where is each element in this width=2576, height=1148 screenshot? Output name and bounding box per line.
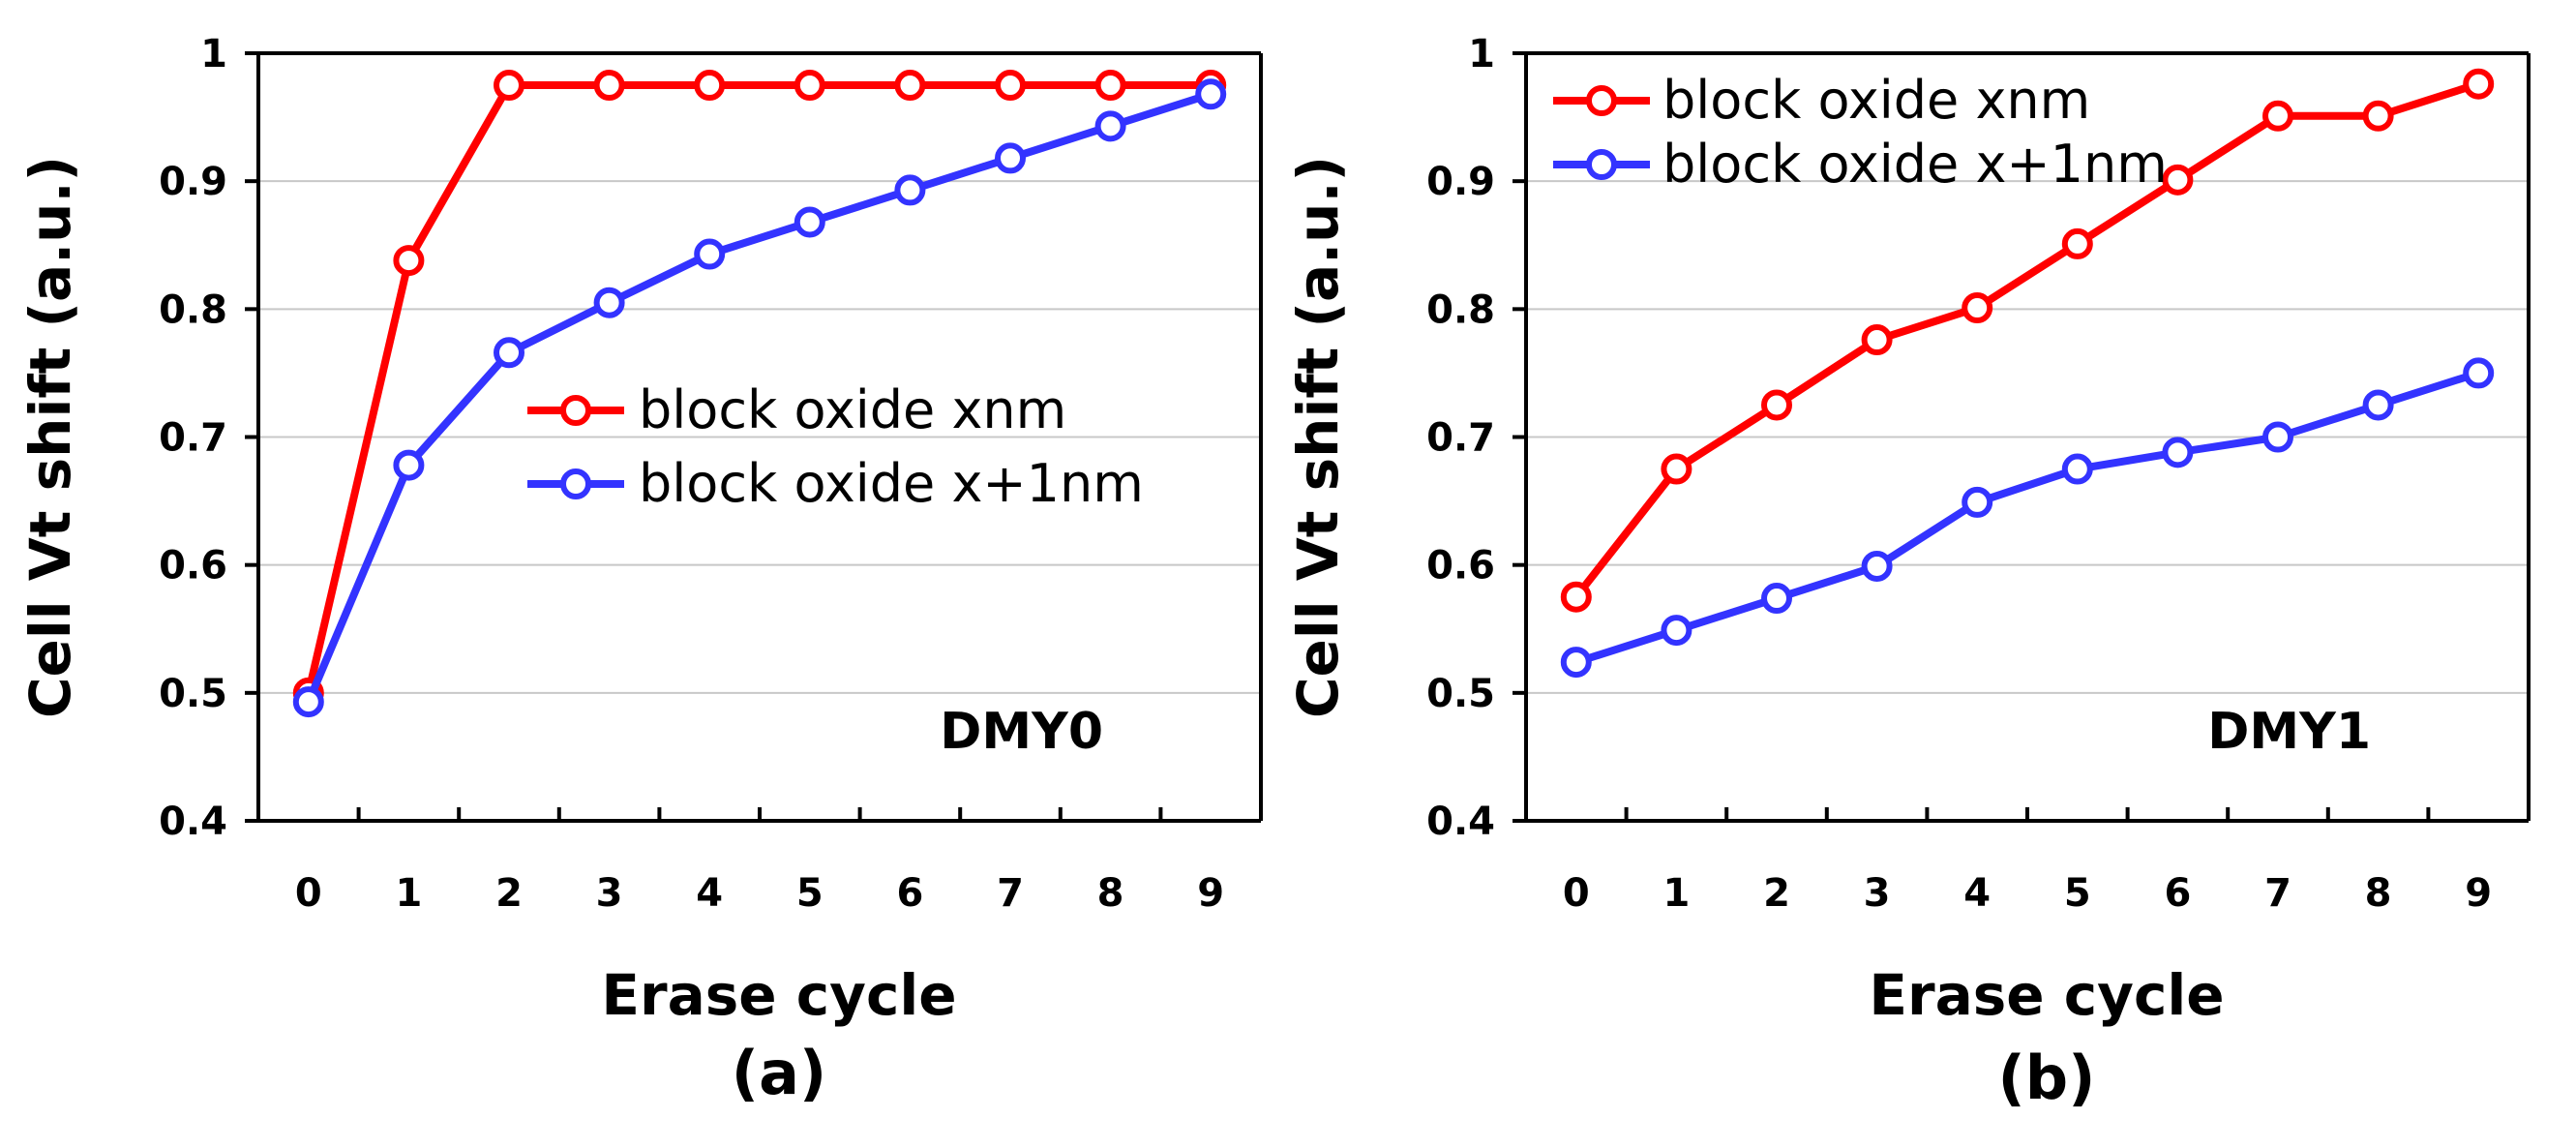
x-tick-label: 9 (2465, 871, 2492, 916)
data-point (694, 70, 726, 102)
data-point (1661, 453, 1692, 485)
legend-entry: block oxide x+1nm (1662, 134, 2168, 195)
series-line-xnm (304, 81, 1212, 694)
data-point (2061, 453, 2093, 485)
y-tick-label: 0.9 (1426, 160, 1495, 204)
x-tick-label: 3 (596, 871, 623, 916)
legend-marker (560, 468, 591, 499)
legend-entry: block oxide xnm (639, 379, 1066, 440)
data-point (1661, 615, 1692, 647)
data-point (393, 245, 425, 277)
x-tick-label: 4 (1963, 871, 1991, 916)
x-tick-label: 7 (997, 871, 1024, 916)
x-tick-label: 6 (2164, 871, 2191, 916)
data-point (2162, 164, 2194, 196)
data-point (2061, 227, 2093, 259)
y-tick-label: 1 (200, 32, 227, 76)
data-point (1761, 389, 1792, 421)
y-tick-label: 0.8 (1426, 287, 1495, 332)
y-tick-label: 0.6 (159, 544, 227, 589)
x-tick-label: 3 (1864, 871, 1891, 916)
y-axis-label: Cell Vt shift (a.u.) (17, 156, 83, 718)
series-line-xnm (1573, 79, 2480, 600)
legend-entry: block oxide x+1nm (639, 453, 1144, 514)
data-point (2262, 421, 2293, 453)
x-tick-label: 8 (2365, 871, 2392, 916)
data-point (2463, 357, 2495, 389)
panel-annotation: DMY0 (940, 703, 1103, 761)
x-axis-label: Erase cycle (601, 962, 956, 1028)
data-point (1962, 292, 1993, 324)
data-point (1560, 581, 1592, 613)
series-line-x-plus-1nm (1574, 369, 2480, 666)
x-tick-label: 2 (495, 871, 523, 916)
x-tick-label: 1 (395, 871, 422, 916)
data-point (995, 70, 1026, 102)
data-point (894, 70, 926, 102)
data-point (593, 70, 625, 102)
data-point (995, 142, 1026, 174)
data-point (2362, 389, 2394, 421)
series-line-x-plus-1nm (305, 90, 1213, 704)
x-tick-label: 8 (1097, 871, 1124, 916)
data-point (1962, 486, 1993, 518)
x-tick-label: 0 (1563, 871, 1590, 916)
chart-panel-b: 0.4 0.5 0.6 0.7 0.8 0.9 1 0 1 2 3 4 5 6 7 8 9 Cell Vt shi… (1285, 32, 2531, 1113)
data-point (593, 287, 625, 318)
y-tick-label: 0.5 (1426, 672, 1495, 716)
y-tick-label: 0.4 (1426, 800, 1495, 844)
data-point (2262, 100, 2293, 132)
data-point (794, 70, 825, 102)
x-tick-label: 9 (1197, 871, 1224, 916)
y-tick-label: 0.5 (159, 672, 227, 716)
data-point (1094, 70, 1126, 102)
x-tick-label: 5 (2064, 871, 2091, 916)
legend-marker (1586, 85, 1617, 116)
panel-label: (a) (732, 1038, 827, 1108)
y-tick-label: 1 (1468, 32, 1495, 76)
data-point (2463, 68, 2495, 100)
y-tick-label: 0.4 (159, 800, 227, 844)
y-tick-label: 0.8 (159, 287, 227, 332)
x-tick-label: 1 (1662, 871, 1690, 916)
data-point (1861, 324, 1893, 356)
x-tick-label: 5 (796, 871, 824, 916)
data-point (494, 70, 524, 102)
data-point (2162, 437, 2194, 468)
x-axis-label: Erase cycle (1869, 962, 2224, 1028)
y-axis-label: Cell Vt shift (a.u.) (1285, 156, 1351, 718)
panel-label: (b) (1997, 1042, 2095, 1113)
chart-panel-a: 0.4 0.5 0.6 0.7 0.8 0.9 1 0 1 2 3 4 5 6 7 8 9 Cell Vt shi… (17, 32, 1263, 1108)
x-tick-label: 4 (696, 871, 723, 916)
x-tick-label: 2 (1763, 871, 1790, 916)
x-tick-label: 7 (2264, 871, 2291, 916)
x-tick-label: 6 (896, 871, 923, 916)
panel-annotation: DMY1 (2207, 703, 2371, 761)
data-point (292, 686, 324, 718)
data-point (1560, 647, 1592, 679)
legend-entry: block oxide xnm (1662, 70, 2090, 131)
legend-marker (1586, 149, 1617, 180)
data-point (1761, 583, 1792, 615)
data-point (694, 238, 726, 270)
data-point (494, 337, 524, 369)
y-tick-label: 0.9 (159, 160, 227, 204)
data-point (1195, 78, 1227, 110)
legend-marker (560, 395, 591, 426)
data-point (894, 174, 926, 206)
x-tick-label: 0 (295, 871, 322, 916)
y-tick-label: 0.7 (1426, 416, 1495, 461)
data-point (1094, 110, 1126, 142)
data-point (2362, 100, 2394, 132)
data-point (1861, 550, 1893, 582)
y-tick-label: 0.6 (1426, 544, 1495, 589)
data-point (393, 449, 425, 481)
y-tick-label: 0.7 (159, 416, 227, 461)
data-point (794, 206, 825, 238)
